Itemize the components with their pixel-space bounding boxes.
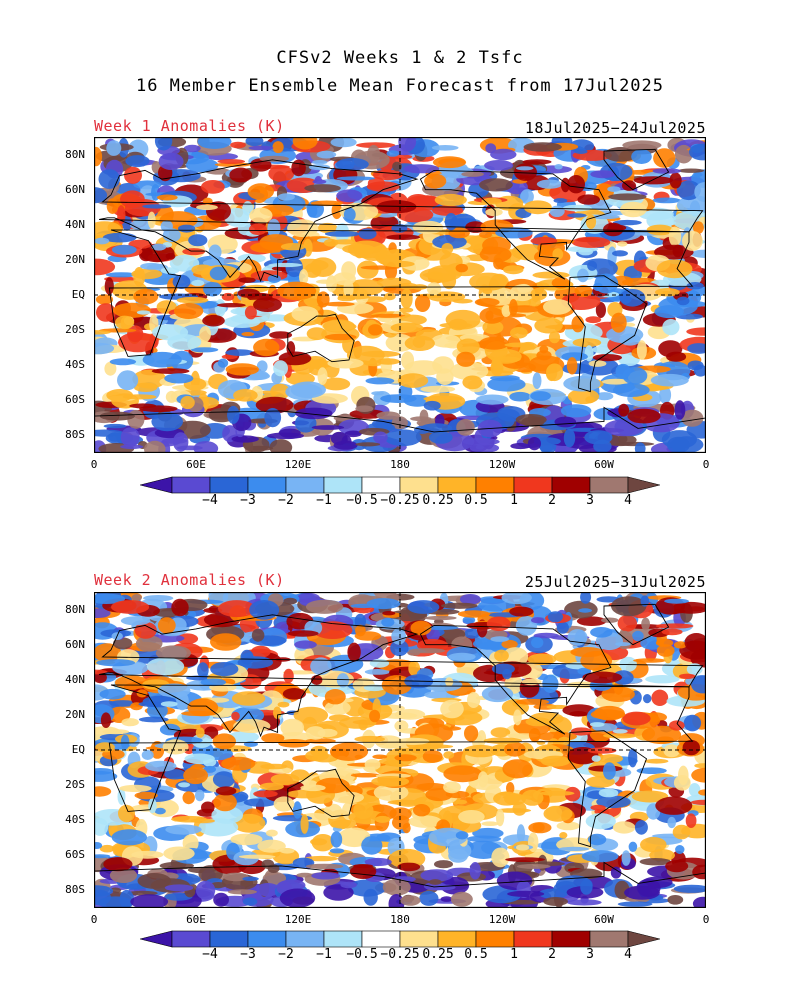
colorbar-swatch — [399, 930, 439, 948]
colorbar-swatch — [361, 930, 401, 948]
lon-tick-label: 60E — [186, 458, 206, 471]
colorbar-swatch — [475, 476, 515, 494]
colorbar-swatch — [171, 476, 211, 494]
lat-tick-label: 20N — [65, 707, 85, 721]
colorbar-swatch — [171, 930, 211, 948]
lat-tick-label: 40N — [65, 217, 85, 231]
lon-tick-label: 180 — [390, 913, 410, 926]
lon-tick-label: 0 — [702, 458, 710, 471]
lat-tick-label: 40S — [65, 813, 85, 827]
anomaly-field — [94, 592, 706, 908]
week1-label: Week 1 Anomalies (K) — [94, 117, 285, 135]
anomaly-field — [94, 137, 706, 453]
colorbar-high-arrow — [627, 930, 660, 948]
colorbar-tick-label: 1 — [510, 947, 518, 962]
lat-tick-label: 60S — [65, 393, 85, 407]
lat-tick-label: 80S — [65, 883, 85, 897]
colorbar-tick-label: −3 — [240, 493, 256, 508]
week2-label: Week 2 Anomalies (K) — [94, 571, 285, 589]
lat-tick-label: 20N — [65, 252, 85, 266]
colorbar-tick-label: 0.25 — [422, 493, 454, 508]
colorbar-low-arrow — [140, 930, 173, 948]
colorbar-tick-label: 2 — [548, 493, 556, 508]
week1-colorbar — [140, 476, 660, 494]
lat-tick-label: 60N — [65, 182, 85, 196]
week2-map — [94, 592, 706, 908]
lon-tick-label: 120W — [488, 458, 516, 471]
colorbar-tick-label: 4 — [624, 947, 632, 962]
lat-tick-label: EQ — [71, 743, 85, 756]
lon-tick-label: 0 — [90, 458, 98, 471]
lon-tick-label: 60W — [594, 458, 614, 471]
colorbar-swatch — [589, 930, 629, 948]
colorbar-swatch — [247, 476, 287, 494]
lon-tick-label: 60E — [186, 913, 206, 926]
lat-tick-label: 60S — [65, 848, 85, 862]
colorbar-swatch — [323, 930, 363, 948]
figure-title-line2: 16 Member Ensemble Mean Forecast from 17… — [135, 76, 665, 96]
colorbar-swatch — [209, 476, 249, 494]
colorbar-tick-label: 0.5 — [464, 493, 488, 508]
colorbar-swatch — [513, 930, 553, 948]
lon-tick-label: 0 — [702, 913, 710, 926]
colorbar-tick-label: 0.5 — [464, 947, 488, 962]
colorbar-swatch — [589, 476, 629, 494]
colorbar-swatch — [513, 476, 553, 494]
colorbar-swatch — [209, 930, 249, 948]
lat-tick-label: 60N — [65, 637, 85, 651]
lon-tick-label: 0 — [90, 913, 98, 926]
lat-tick-label: 20S — [65, 323, 85, 337]
lat-tick-label: 20S — [65, 778, 85, 792]
colorbar-tick-label: 4 — [624, 493, 632, 508]
colorbar-low-arrow — [140, 476, 173, 494]
colorbar-tick-label: −4 — [202, 947, 218, 962]
colorbar-swatch — [399, 476, 439, 494]
week2-colorbar — [140, 930, 660, 948]
coastlines — [94, 603, 706, 908]
lon-tick-label: 180 — [390, 458, 410, 471]
colorbar-tick-label: 3 — [586, 947, 594, 962]
colorbar-swatch — [475, 930, 515, 948]
colorbar-tick-label: −0.25 — [380, 493, 420, 508]
colorbar-swatch — [551, 476, 591, 494]
colorbar-tick-label: −3 — [240, 947, 256, 962]
colorbar-tick-label: 2 — [548, 947, 556, 962]
colorbar-swatch — [323, 476, 363, 494]
colorbar-tick-label: 1 — [510, 493, 518, 508]
week1-date-range: 18Jul2025−24Jul2025 — [524, 119, 706, 137]
lon-tick-label: 120E — [284, 913, 312, 926]
lon-tick-label: 120W — [488, 913, 516, 926]
week2-date-range: 25Jul2025−31Jul2025 — [524, 573, 706, 591]
colorbar-swatch — [551, 930, 591, 948]
colorbar-tick-label: −0.25 — [380, 947, 420, 962]
lat-tick-label: 40S — [65, 358, 85, 372]
colorbar-swatch — [361, 476, 401, 494]
colorbar-tick-label: 0.25 — [422, 947, 454, 962]
colorbar-tick-label: −4 — [202, 493, 218, 508]
colorbar-swatch — [437, 476, 477, 494]
week1-map — [94, 137, 706, 453]
lon-tick-label: 120E — [284, 458, 312, 471]
colorbar-tick-label: −0.5 — [346, 493, 378, 508]
colorbar-swatch — [285, 930, 325, 948]
lat-tick-label: EQ — [71, 288, 85, 301]
colorbar-tick-label: 3 — [586, 493, 594, 508]
colorbar-swatch — [247, 930, 287, 948]
figure-title-line1: CFSv2 Weeks 1 & 2 Tsfc — [276, 48, 524, 68]
colorbar-tick-label: −0.5 — [346, 947, 378, 962]
colorbar-swatch — [437, 930, 477, 948]
colorbar-swatch — [285, 476, 325, 494]
colorbar-tick-label: −1 — [316, 493, 332, 508]
coastlines — [94, 148, 706, 453]
lat-tick-label: 40N — [65, 672, 85, 686]
lat-tick-label: 80N — [65, 602, 85, 616]
lon-tick-label: 60W — [594, 913, 614, 926]
colorbar-tick-label: −2 — [278, 493, 294, 508]
colorbar-tick-label: −1 — [316, 947, 332, 962]
lat-tick-label: 80S — [65, 428, 85, 442]
colorbar-high-arrow — [627, 476, 660, 494]
lat-tick-label: 80N — [65, 147, 85, 161]
colorbar-tick-label: −2 — [278, 947, 294, 962]
